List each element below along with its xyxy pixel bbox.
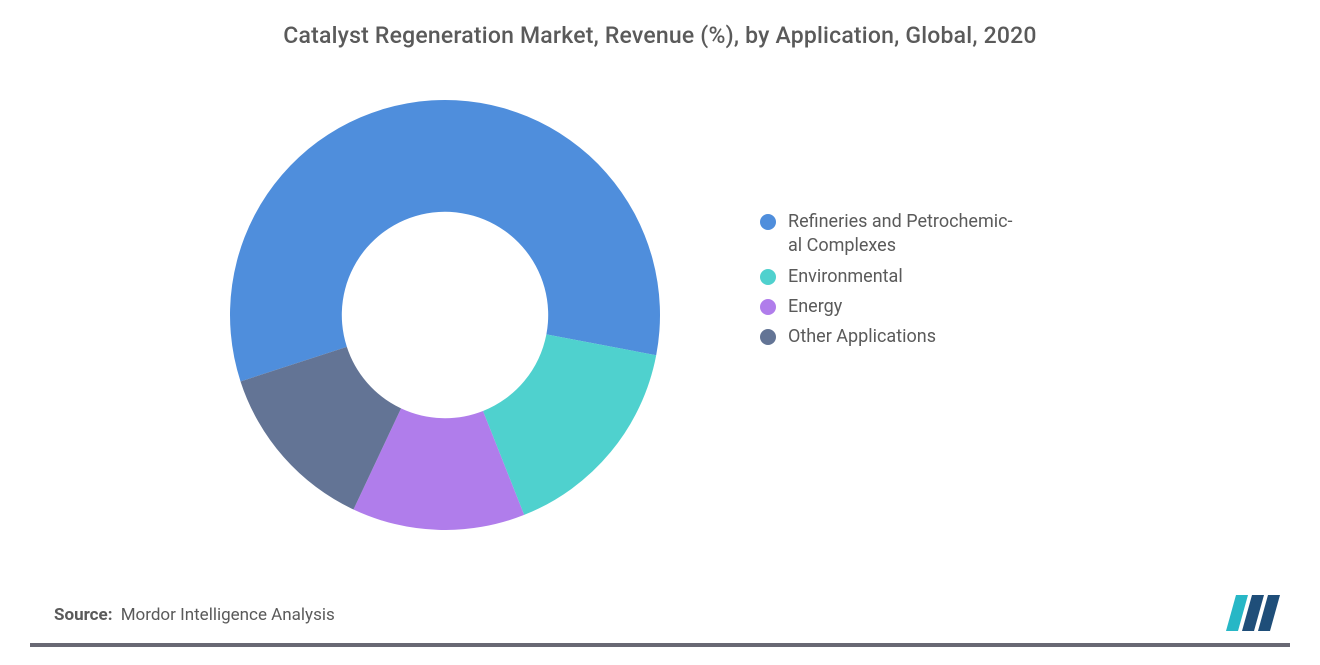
legend-item: Energy xyxy=(760,295,1080,319)
legend-label: Environmental xyxy=(788,265,1080,289)
donut-chart xyxy=(230,100,660,530)
legend-item: Other Applications xyxy=(760,325,1080,349)
donut-slice xyxy=(230,100,660,381)
source-prefix: Source: xyxy=(54,605,112,625)
legend-swatch xyxy=(760,214,776,230)
source-attribution: Source: Mordor Intelligence Analysis xyxy=(54,605,335,625)
legend-swatch xyxy=(760,329,776,345)
legend-item: Environmental xyxy=(760,265,1080,289)
legend-label: Other Applications xyxy=(788,325,1080,349)
legend: Refineries and Petrochemic-al Complexes E… xyxy=(760,210,1080,355)
legend-item: Refineries and Petrochemic-al Complexes xyxy=(760,210,1080,259)
source-text: Mordor Intelligence Analysis xyxy=(121,605,335,625)
legend-label: Energy xyxy=(788,295,1080,319)
footer-divider xyxy=(30,643,1290,647)
chart-area: Refineries and Petrochemic-al Complexes E… xyxy=(0,80,1320,585)
legend-swatch xyxy=(760,299,776,315)
chart-title: Catalyst Regeneration Market, Revenue (%… xyxy=(0,0,1320,49)
legend-label: Refineries and Petrochemic-al Complexes xyxy=(788,210,1080,259)
legend-swatch xyxy=(760,269,776,285)
mi-logo-icon xyxy=(1226,595,1280,631)
